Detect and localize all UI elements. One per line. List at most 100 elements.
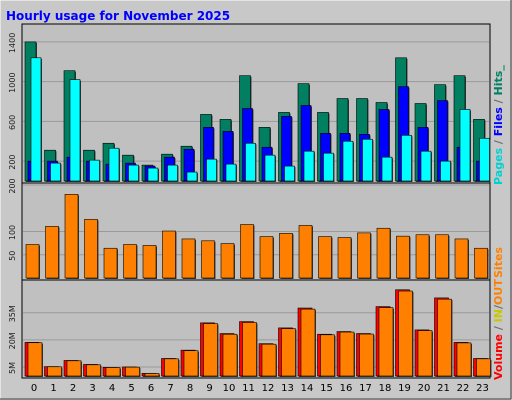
hour-label: 21 [437,383,450,394]
sites-legend: Sites [492,247,505,278]
bottom-legend-part: OUT [492,279,505,305]
top-legend-part: / [492,95,505,107]
pages-bar [30,57,42,182]
bottom-legend: Volume / IN/OUT [492,279,505,380]
sites-panel-ytick-label: 50 [8,251,17,261]
hour-label: 9 [206,383,212,394]
sites-bar [376,227,391,279]
pages-bar [323,152,334,182]
top-legend-part: / [492,136,505,148]
pages-bar [69,79,81,182]
kbout-bar [476,358,491,377]
hour-label: 15 [320,383,333,394]
kbout-bar [378,307,394,377]
sites-bar [162,230,176,279]
hour-label: 18 [379,383,392,394]
pages-bar [459,109,471,182]
pages-bar [401,134,412,182]
sites-panel-ytick-label: 200 [8,178,17,193]
sites-bar [435,234,449,279]
pages-bar [50,162,61,182]
hits-files-pages-panel: 200 600 1000 1400 [8,23,491,184]
kbout-bar [300,308,316,377]
kbout-bar [320,334,335,377]
hour-label: 14 [301,383,314,394]
kbout-bar [437,298,452,377]
sites-bar [454,238,469,279]
hits-panel-ytick-label: 1000 [8,72,17,92]
sites-bar [84,219,98,279]
sites-bar [45,226,59,279]
pages-bar [479,137,490,182]
pages-bar [147,167,159,182]
pages-bar [264,154,276,182]
sites-bar [142,245,157,279]
hour-label: 23 [476,383,489,394]
top-legend-part: Pages [492,147,505,185]
kbout-bar [242,322,257,377]
bottom-legend-part: IN [492,309,505,322]
pages-bar [89,159,100,182]
kbout-bar [47,366,62,377]
kbout-bar [105,367,121,377]
top-legend-part: Files [492,107,505,137]
hour-label: 20 [418,383,431,394]
sites-bar [181,238,196,279]
hour-label: 11 [242,383,255,394]
pages-bar [381,156,393,182]
pages-bar [362,138,373,182]
bottom-legend-part: Volume [492,334,505,380]
kbout-bar [398,290,413,377]
kbout-bar [27,342,43,377]
hour-label: 1 [50,383,56,394]
hour-label: 0 [31,383,37,394]
kbout-bar [125,366,140,377]
bottom-legend-part: / [492,322,505,334]
kbout-bar [222,333,238,377]
kbout-bar [261,343,277,377]
pages-bar [108,147,120,182]
volume-panel-ytick-label: 5M [8,362,17,374]
hour-label: 8 [187,383,193,394]
pages-bar [206,158,217,182]
pages-bar [303,150,315,182]
hour-label: 7 [167,383,173,394]
sites-panel: 50 100 200 [8,178,491,281]
pages-bar [284,165,295,182]
graph-title: Hourly usage for November 2025 [6,9,230,23]
kbout-bar [339,331,355,377]
kbout-bar [281,328,296,377]
sites-bar [337,237,352,279]
pages-bar [225,163,237,182]
sites-bar [103,247,118,279]
sites-bar [259,236,274,279]
sites-panel-ytick-label: 100 [8,225,17,240]
volume-panel: 5M 20M 35M [8,279,492,379]
sites-bar [298,225,313,279]
hour-label: 19 [398,383,411,394]
sites-bar [64,194,79,279]
kbout-bar [86,364,101,377]
sites-bar [220,243,235,279]
kbout-bar [164,358,179,377]
hour-label: 2 [70,383,76,394]
kbout-bar [183,350,199,377]
pages-bar [245,142,256,182]
sites-bar [357,232,371,279]
hour-label: 22 [457,383,470,394]
sites-bar [279,233,293,279]
pages-bar [440,160,451,182]
hits-panel-ytick-label: 1400 [8,33,17,53]
pages-bar [186,171,198,182]
sites-bar [201,240,215,279]
kbout-bar [417,330,433,377]
hour-label: 6 [148,383,154,394]
sites-bar [25,244,40,279]
volume-panel-ytick-label: 35M [8,305,17,322]
pages-bar [420,150,432,182]
sites-bar [474,247,488,279]
bottom-legend-part: / [492,304,505,309]
hour-label: 3 [89,383,95,394]
kbout-bar [456,342,472,377]
